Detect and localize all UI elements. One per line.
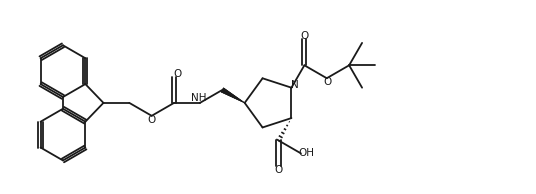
- Text: NH: NH: [191, 93, 206, 103]
- Text: O: O: [173, 68, 181, 79]
- Text: OH: OH: [298, 148, 314, 158]
- Text: O: O: [324, 77, 332, 87]
- Polygon shape: [221, 88, 245, 103]
- Polygon shape: [221, 88, 245, 103]
- Text: N: N: [291, 80, 299, 90]
- Text: O: O: [274, 165, 282, 175]
- Text: O: O: [300, 31, 309, 41]
- Text: O: O: [147, 115, 156, 125]
